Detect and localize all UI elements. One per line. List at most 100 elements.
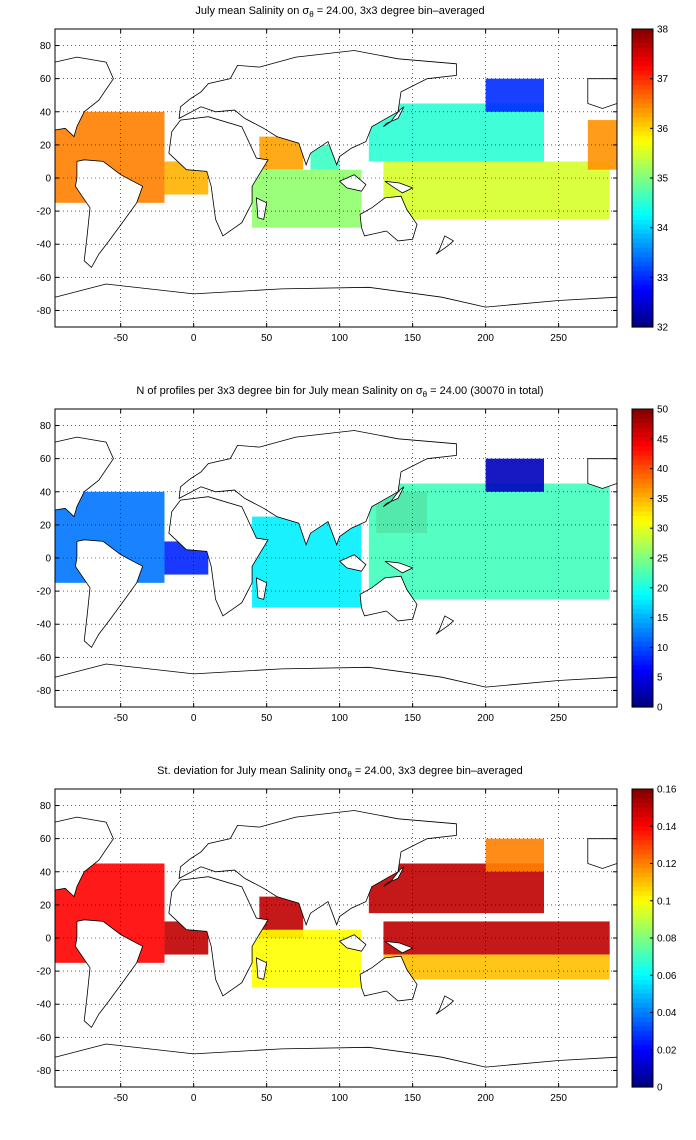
colorbar-tick-label: 45: [657, 434, 669, 445]
land-0: [54, 56, 114, 138]
land-1: [74, 539, 144, 649]
y-tick-label: 20: [40, 140, 52, 151]
colorbar-tick-label: 38: [657, 25, 669, 36]
land-9: [383, 106, 405, 128]
region-8: [587, 120, 617, 170]
profile-count-map: -50 0 50 100 150 200 250 -80 -60 -40 -20 0 20 40 60 80 0…: [37, 405, 669, 725]
chart-title: July mean Salinity on σθ = 24.00, 3x3 de…: [195, 5, 485, 20]
y-tick-label: -80: [37, 686, 52, 697]
colorbar-tick-label: 35: [657, 494, 669, 505]
land-7: [338, 934, 367, 952]
colorbar-tick-label: 34: [657, 223, 669, 234]
land-2: [168, 496, 269, 617]
land-11: [435, 235, 455, 255]
colorbar-tick-label: 30: [657, 524, 669, 535]
land-2: [168, 876, 269, 997]
y-tick-label: -40: [37, 1000, 52, 1011]
region-4: [368, 483, 610, 600]
colorbar-tick-label: 36: [657, 124, 669, 135]
x-tick-label: 200: [477, 713, 494, 724]
x-tick-label: 150: [404, 713, 421, 724]
x-tick-label: 150: [404, 333, 421, 344]
y-tick-label: -60: [37, 273, 52, 284]
y-tick-label: 60: [40, 834, 52, 845]
x-tick-label: 100: [331, 1093, 348, 1104]
land-7: [338, 554, 367, 572]
x-tick-label: -50: [113, 333, 128, 344]
land-0: [54, 436, 114, 518]
profile-count-panel: N of profiles per 3x3 degree bin for Jul…: [0, 380, 696, 760]
colorbar: [632, 789, 653, 1088]
colorbar-tick-label: 0.1: [657, 896, 671, 907]
colorbar-tick-label: 10: [657, 643, 669, 654]
colorbar-tick-label: 0: [657, 703, 663, 714]
colorbar-tick-label: 0.08: [657, 934, 677, 945]
y-tick-label: -20: [37, 207, 52, 218]
colorbar-tick-label: 0: [657, 1083, 663, 1094]
chart-title: St. deviation for July mean Salinity onσ…: [157, 765, 523, 780]
land-8: [384, 180, 414, 194]
salinity-map: -50 0 50 100 150 200 250 -80 -60 -40 -20 0 20 40 60 80 3…: [37, 25, 669, 345]
colorbar-tick-label: 20: [657, 583, 669, 594]
land-3: [178, 50, 457, 166]
region-7: [485, 838, 545, 872]
colorbar-tick-label: 50: [657, 405, 669, 416]
region-5: [485, 458, 545, 492]
land-0: [54, 816, 114, 898]
y-tick-label: 80: [40, 801, 52, 812]
land-4: [359, 955, 418, 1002]
land-6: [587, 78, 618, 109]
colorbar-tick-label: 15: [657, 613, 669, 624]
x-tick-label: 0: [191, 1093, 197, 1104]
y-tick-label: -60: [37, 653, 52, 664]
colorbar: [632, 409, 653, 708]
y-tick-label: -40: [37, 240, 52, 251]
grid: [55, 789, 617, 1087]
colorbar-tick-label: 0.16: [657, 785, 677, 796]
colorbar-tick-label: 33: [657, 273, 669, 284]
y-tick-label: 80: [40, 41, 52, 52]
colorbar-tick-label: 32: [657, 323, 669, 334]
land-10: [255, 197, 268, 220]
coastlines: [54, 430, 618, 708]
grid: [55, 409, 617, 707]
colorbar-tick-label: 35: [657, 174, 669, 185]
land-3: [178, 810, 457, 926]
y-tick-label: 0: [45, 934, 51, 945]
y-tick-label: -80: [37, 306, 52, 317]
land-1: [74, 159, 144, 269]
stdev-map: -50 0 50 100 150 200 250 -80 -60 -40 -20 0 20 40 60 80 0…: [37, 785, 677, 1105]
y-tick-label: 20: [40, 520, 52, 531]
y-tick-label: 60: [40, 74, 52, 85]
x-tick-label: 50: [261, 1093, 273, 1104]
y-tick-label: -20: [37, 967, 52, 978]
x-tick-label: 100: [331, 333, 348, 344]
region-6: [485, 78, 545, 112]
y-tick-label: -20: [37, 587, 52, 598]
y-tick-label: 40: [40, 107, 52, 118]
colorbar-tick-label: 25: [657, 554, 669, 565]
coastlines: [54, 50, 618, 328]
chart-title: N of profiles per 3x3 degree bin for Jul…: [136, 385, 544, 400]
x-tick-label: -50: [113, 713, 128, 724]
y-tick-label: 40: [40, 867, 52, 878]
y-tick-label: -60: [37, 1033, 52, 1044]
x-tick-label: 0: [191, 333, 197, 344]
x-tick-label: 250: [550, 713, 567, 724]
land-4: [359, 195, 418, 242]
land-4: [359, 575, 418, 622]
salinity-panel: July mean Salinity on σθ = 24.00, 3x3 de…: [0, 0, 696, 380]
land-2: [168, 116, 269, 237]
land-10: [255, 577, 268, 600]
y-tick-label: 60: [40, 454, 52, 465]
colorbar-tick-label: 0.12: [657, 859, 677, 870]
land-3: [178, 430, 457, 546]
colorbar-tick-label: 37: [657, 74, 669, 85]
land-11: [435, 995, 455, 1015]
region-6: [383, 954, 610, 980]
colorbar-tick-label: 0.06: [657, 971, 677, 982]
y-tick-label: 40: [40, 487, 52, 498]
colorbar-tick-label: 0.14: [657, 822, 677, 833]
land-8: [384, 560, 414, 574]
land-6: [587, 458, 618, 489]
